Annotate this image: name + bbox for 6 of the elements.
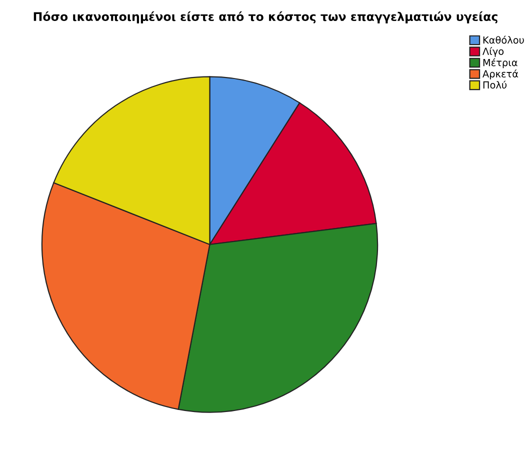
legend-label: Αρκετά [482,70,518,80]
chart-title: Πόσο ικανοποιημένοι είστε από το κόστος των επαγγελματιών υγείας [34,11,498,24]
legend-label: Καθόλου [483,36,524,44]
legend-label: Πολύ [483,80,507,89]
legend-label: Μέτρια [483,58,518,68]
legend-label: Λίγο [482,47,504,57]
